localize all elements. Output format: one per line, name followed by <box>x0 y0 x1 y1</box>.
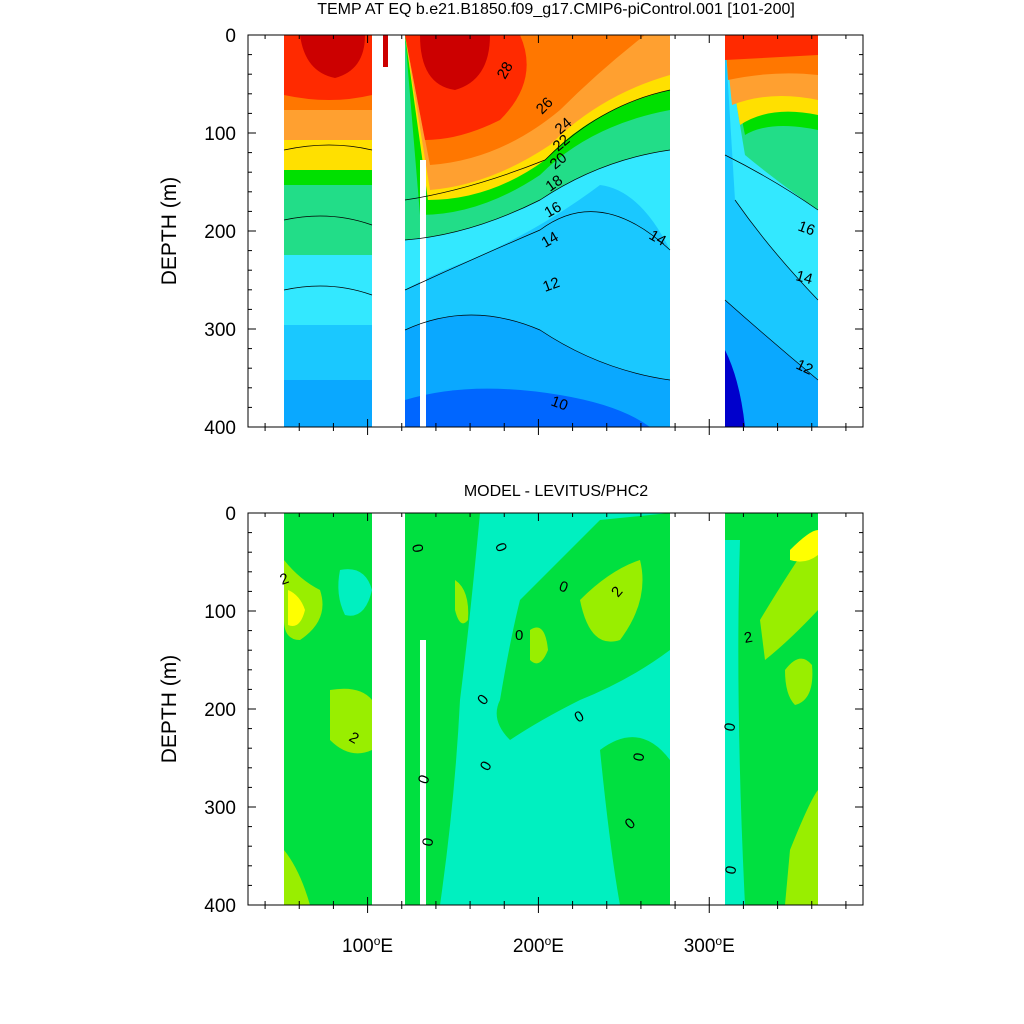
bottom-y-tick-label: 400 <box>204 896 236 917</box>
bottom-indian-sector <box>284 513 372 905</box>
contour-label: 0 <box>419 837 437 848</box>
top-land-americas <box>670 35 725 427</box>
contour-label: 28 <box>494 59 517 82</box>
contour-label: 14 <box>646 227 669 250</box>
bottom-y-tick-label: 100 <box>204 602 236 623</box>
contour-label: 0 <box>630 752 648 763</box>
bottom-land-maritime-continent <box>372 513 405 905</box>
top-temperature-field: 28 26 24 22 20 18 16 14 12 10 14 16 14 1… <box>283 35 863 427</box>
contour-label: 0 <box>408 543 426 554</box>
contour-label: 16 <box>542 198 565 221</box>
contour-label: 16 <box>796 218 817 240</box>
top-y-tick-label: 0 <box>225 26 236 47</box>
top-indian-sector <box>284 35 372 427</box>
top-y-tick-label: 400 <box>204 418 236 439</box>
x-tick-label: 100oE <box>342 934 393 957</box>
contour-label: 14 <box>539 228 562 251</box>
bottom-anomaly-field: 2 2 0 0 2 0 0 0 0 0 0 0 0 2 0 0 0 <box>248 513 863 905</box>
top-y-axis: DEPTH (m) 0 100 200 300 400 <box>158 26 863 439</box>
bottom-pacific-sector <box>405 513 670 905</box>
bottom-y-tick-label: 200 <box>204 700 236 721</box>
top-y-tick-label: 200 <box>204 222 236 243</box>
contour-label: 12 <box>793 356 815 378</box>
bottom-x-axis: 100oE 200oE 300oE <box>264 513 847 957</box>
top-contour-lines <box>283 89 819 381</box>
contour-label: 18 <box>543 172 566 195</box>
contour-label: 0 <box>515 627 523 644</box>
x-tick-label: 200oE <box>513 934 564 957</box>
contour-label: 10 <box>549 393 570 415</box>
top-atlantic-sector <box>725 35 818 427</box>
top-land-maritime-continent <box>372 35 405 427</box>
top-chart-title: TEMP AT EQ b.e21.B1850.f09_g17.CMIP6-piC… <box>317 1 795 18</box>
bottom-y-axis-label: DEPTH (m) <box>158 655 181 764</box>
bottom-atlantic-sector <box>725 513 818 905</box>
bottom-y-tick-label: 300 <box>204 798 236 819</box>
contour-label: 0 <box>722 865 740 876</box>
bottom-chart-title: MODEL - LEVITUS/PHC2 <box>464 483 648 500</box>
top-contour-labels: 28 26 24 22 20 18 16 14 12 10 14 16 14 1… <box>494 59 817 414</box>
contour-label: 2 <box>743 629 754 647</box>
top-land-strait <box>420 160 426 427</box>
bottom-land-strait <box>420 640 426 905</box>
top-y-tick-label: 100 <box>204 124 236 145</box>
top-island-marker <box>383 35 388 67</box>
top-x-axis <box>264 35 847 435</box>
x-tick-label: 300oE <box>684 934 735 957</box>
contour-label: 12 <box>541 274 562 296</box>
bottom-y-tick-label: 0 <box>225 504 236 525</box>
top-y-axis-label: DEPTH (m) <box>158 177 181 286</box>
bottom-land-americas <box>670 513 725 905</box>
contour-label: 14 <box>794 267 815 288</box>
top-y-tick-label: 300 <box>204 320 236 341</box>
contour-label: 0 <box>721 722 739 733</box>
